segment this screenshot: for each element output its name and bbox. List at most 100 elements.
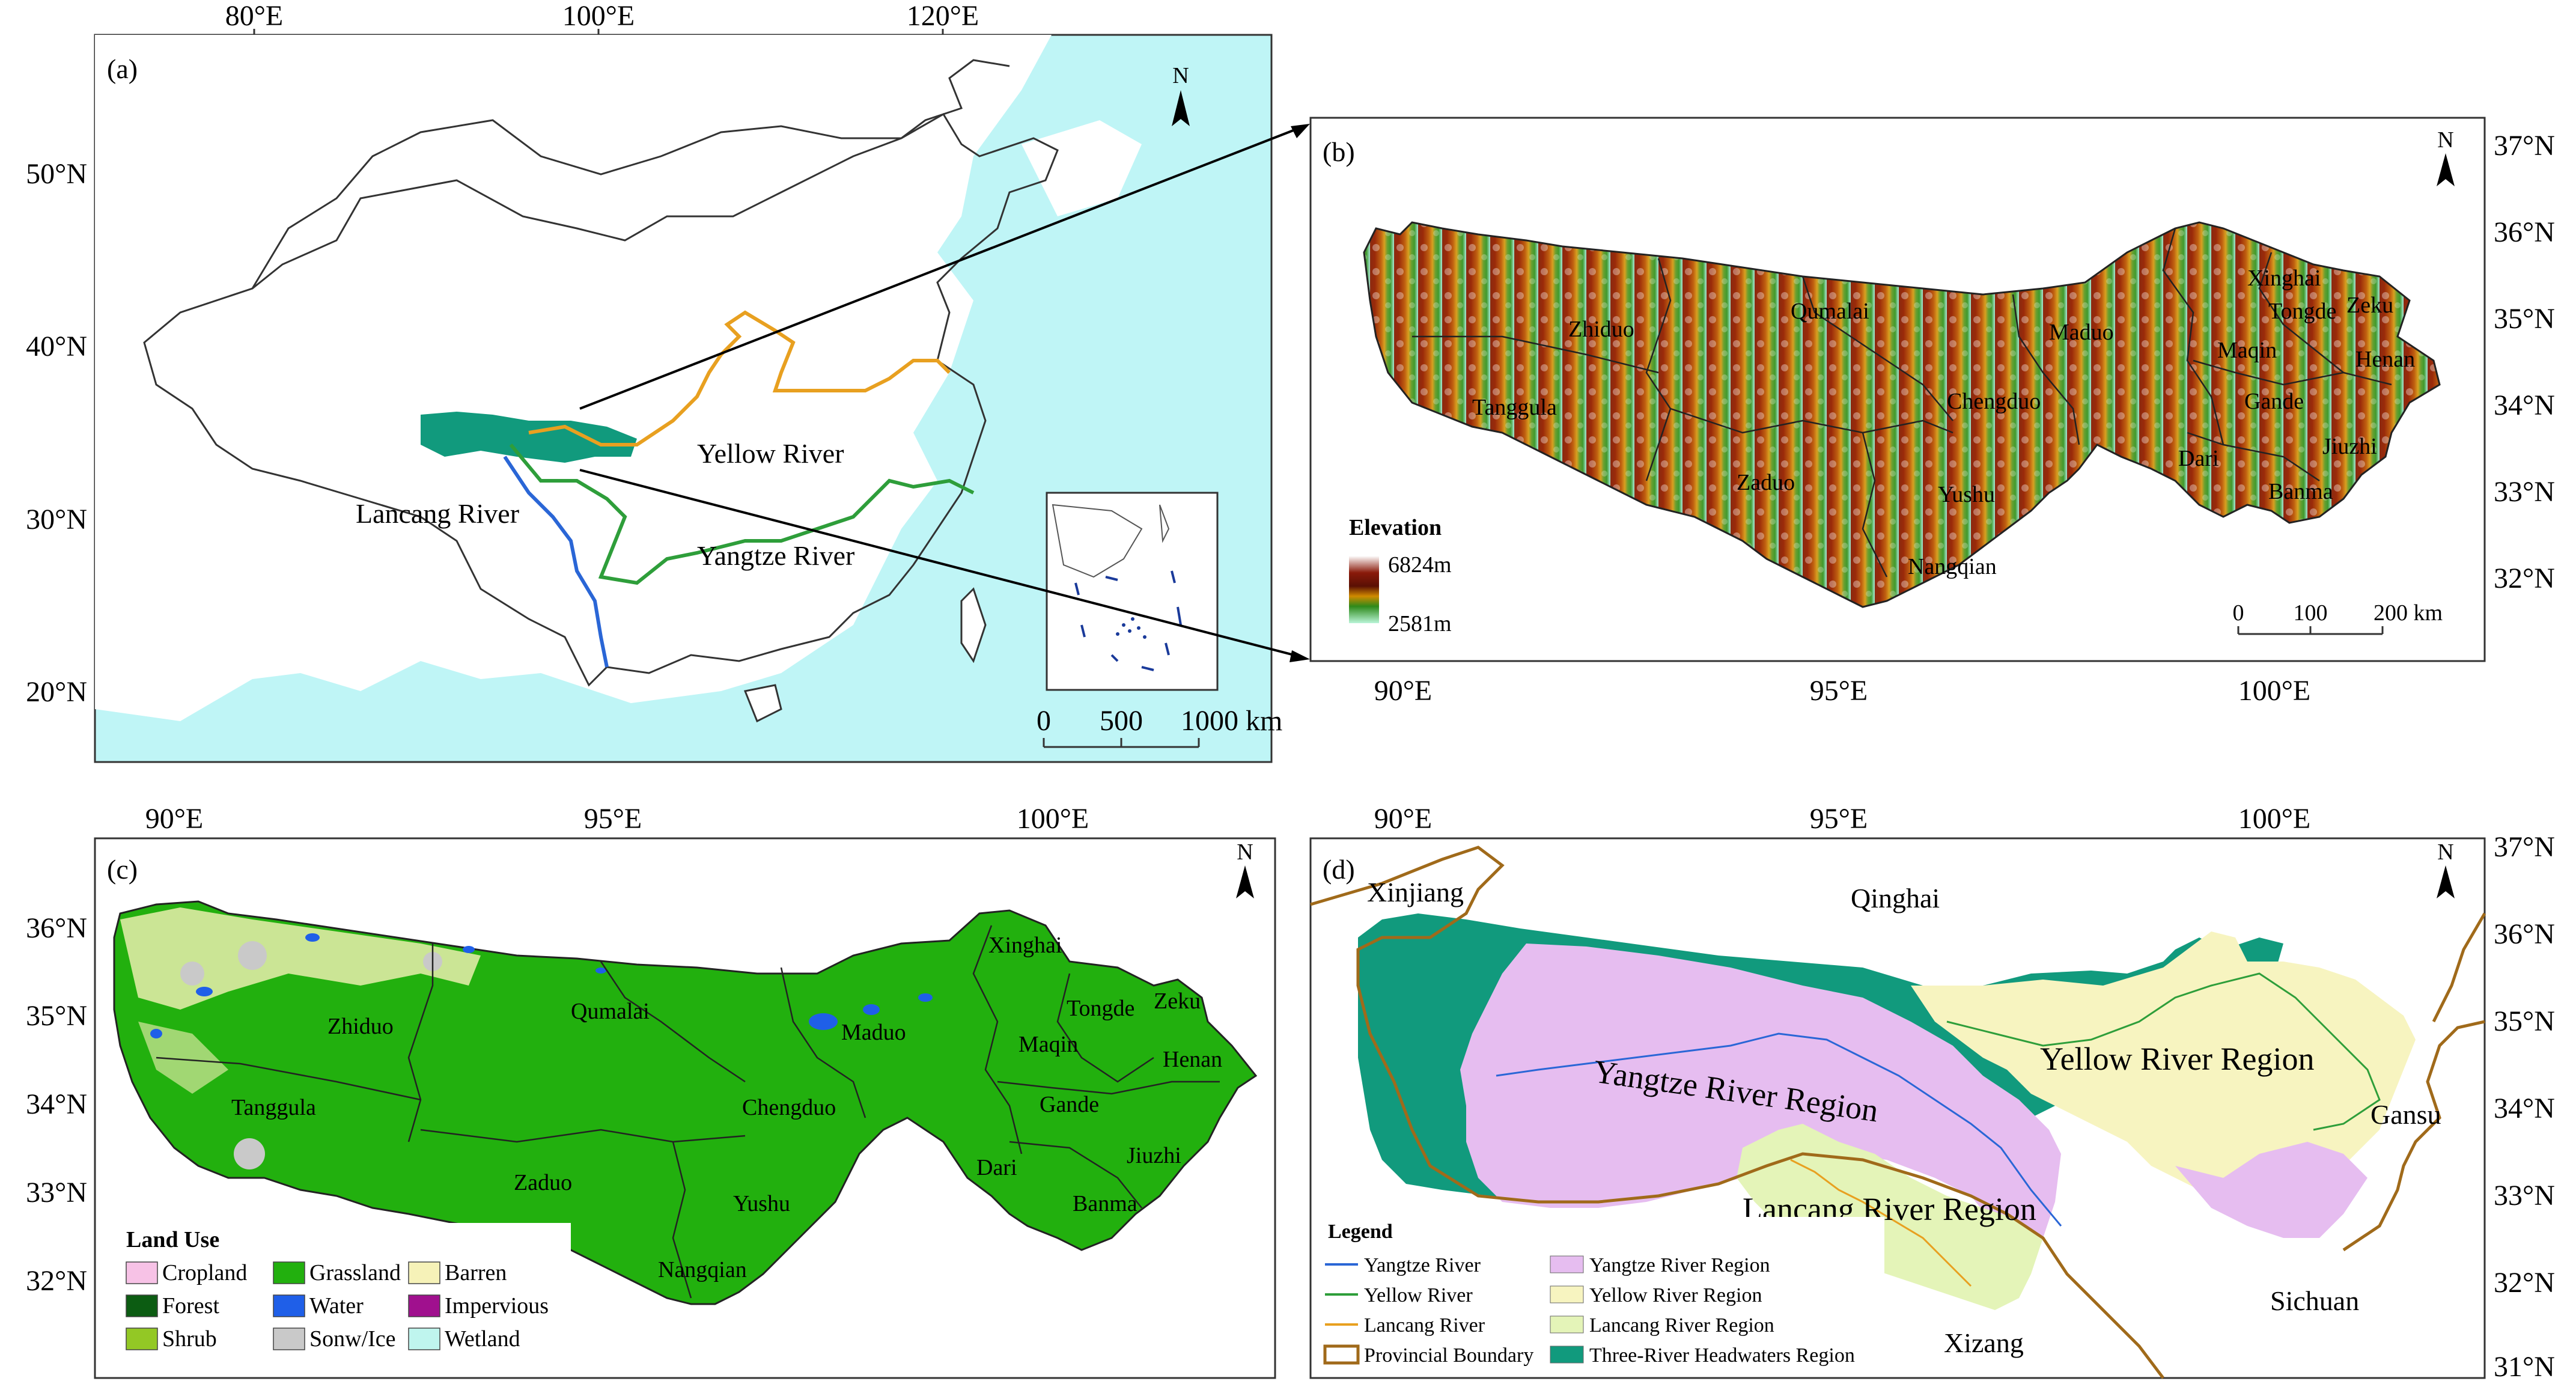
region-label: Yellow River Region [2040, 1041, 2315, 1077]
yellow-river-line [1946, 972, 2381, 1131]
svg-text:100: 100 [2294, 600, 2328, 626]
svg-text:200 km: 200 km [2374, 600, 2443, 626]
legend-swatch [1550, 1315, 1584, 1334]
panel-b-scale-bar: 0 100 200 km [2233, 600, 2443, 635]
landmass-china [95, 35, 1052, 721]
province-label: Gansu [2370, 1099, 2441, 1130]
landuse-legend: Land Use [114, 1223, 571, 1370]
county-label: Banma [1073, 1191, 1137, 1216]
panel-a-left-tick: 20°N [26, 676, 87, 708]
county-label: Maduo [841, 1020, 906, 1045]
county-label: Henan [2355, 347, 2415, 372]
county-label: Zaduo [514, 1170, 572, 1195]
panel-b-right-tick: 35°N [2494, 303, 2555, 335]
landuse-legend-title: Land Use [126, 1227, 219, 1252]
panel-d-right-tick: 31°N [2494, 1351, 2555, 1383]
legend-label: Yangtze River Region [1589, 1254, 1770, 1276]
panel-b-right-tick: 34°N [2494, 389, 2555, 421]
yangtze-river-region [1460, 943, 2061, 1250]
panel-c-top-tick: 95°E [584, 803, 642, 835]
legend-label: Lancang River [1364, 1314, 1485, 1337]
panel-d-top-tick: 90°E [1374, 803, 1433, 835]
panel-b-label: (b) [1323, 136, 1355, 167]
county-label: Zeku [2346, 293, 2393, 318]
panel-d-top-tick: 100°E [2238, 803, 2311, 835]
panel-a-scale-bar: 0 500 1000 km [1037, 705, 1282, 748]
panel-b-bottom-tick: 95°E [1810, 675, 1868, 707]
lancang-river-label: Lancang River [356, 498, 519, 529]
county-label: Tanggula [1472, 395, 1557, 420]
county-label: Zaduo [1737, 470, 1795, 495]
legend-label: Provincial Boundary [1364, 1344, 1533, 1367]
panel-d-label: (d) [1323, 854, 1355, 885]
lancang-river-line [503, 456, 609, 668]
county-label: Xinghai [2247, 266, 2321, 291]
russia-border [901, 59, 1010, 139]
legend-label: Sonw/Ice [309, 1326, 396, 1352]
legend-swatch [408, 1328, 440, 1350]
legend-swatch [273, 1328, 305, 1350]
panel-d-right-tick: 37°N [2494, 831, 2555, 863]
panel-c-top-tick: 90°E [145, 803, 204, 835]
province-label: Xinjiang [1367, 877, 1464, 907]
legend-swatch [408, 1261, 440, 1284]
legend-swatch [1550, 1346, 1584, 1364]
landuse-map [113, 900, 1258, 1305]
panel-a-top-tick: 100°E [562, 0, 635, 32]
county-label: Chengduo [742, 1095, 836, 1120]
legend-label: Grassland [309, 1260, 401, 1285]
county-label: Maqin [1019, 1032, 1078, 1057]
yangtze-river-label: Yangtze River [697, 540, 854, 571]
barren-patches [120, 907, 481, 1169]
legend-label: Water [309, 1293, 364, 1318]
svg-text:N: N [1172, 63, 1189, 88]
legend-swatch [1323, 1344, 1360, 1365]
panel-d-legend-items: Yangtze River Yangtze River Region Yellow … [1323, 1254, 1855, 1367]
legend-swatch [126, 1328, 158, 1350]
county-label: Xinghai [988, 933, 1062, 958]
legend-swatch [126, 1261, 158, 1284]
landuse-legend-items: Cropland Grassland Barren Forest Water Imperv… [126, 1260, 549, 1352]
county-label: Dari [976, 1155, 1017, 1180]
county-label: Gande [2244, 389, 2304, 414]
panel-b: (b) Zhiduo Qumalai Maduo Xinghai Tongde … [1309, 117, 2555, 707]
legend-swatch [126, 1294, 158, 1317]
panel-d-right-tick: 35°N [2494, 1005, 2555, 1037]
panel-c: (c) Xinghai Qumalai Zhiduo Maduo Tongde … [26, 803, 1276, 1379]
county-label: Nangqian [658, 1257, 747, 1282]
county-label: Tongde [1067, 996, 1134, 1021]
lancang-river-line [1790, 1159, 1972, 1287]
panel-d-right-tick: 32°N [2494, 1267, 2555, 1299]
elevation-legend-title: Elevation [1349, 515, 1442, 540]
yellow-river-region [1911, 931, 2416, 1214]
north-arrow-icon: N [1172, 63, 1190, 126]
panel-b-bottom-tick: 100°E [2238, 675, 2311, 707]
panel-c-left-tick: 32°N [26, 1265, 87, 1297]
county-label: Zhiduo [1568, 317, 1634, 342]
province-label: Sichuan [2270, 1285, 2359, 1316]
county-label: Jiuzhi [1127, 1143, 1181, 1168]
legend-label: Forest [162, 1293, 219, 1318]
panel-d-top-tick: 95°E [1810, 803, 1868, 835]
county-label: Maqin [2217, 338, 2277, 363]
panel-a-left-tick: 40°N [26, 331, 87, 362]
legend-label: Yellow River [1364, 1284, 1473, 1306]
svg-text:N: N [2437, 127, 2453, 153]
panel-c-label: (c) [107, 854, 138, 885]
svg-text:N: N [2437, 840, 2453, 865]
panel-c-left-tick: 36°N [26, 912, 87, 944]
svg-text:N: N [1237, 840, 1253, 865]
legend-swatch [1550, 1285, 1584, 1303]
legend-swatch [273, 1261, 305, 1284]
panel-b-right-tick: 33°N [2494, 476, 2555, 508]
panel-d-legend: Legend [1320, 1217, 1884, 1376]
legend-label: Shrub [162, 1326, 217, 1352]
county-label: Yushu [1938, 482, 1995, 507]
panel-d-right-tick: 34°N [2494, 1093, 2555, 1124]
county-label: Qumalai [1791, 299, 1869, 324]
county-label: Dari [2178, 446, 2219, 471]
county-label: Chengduo [1947, 389, 2041, 414]
panel-a-left-tick: 30°N [26, 504, 87, 535]
panel-c-left-tick: 34°N [26, 1088, 87, 1120]
legend-label: Impervious [445, 1293, 549, 1318]
